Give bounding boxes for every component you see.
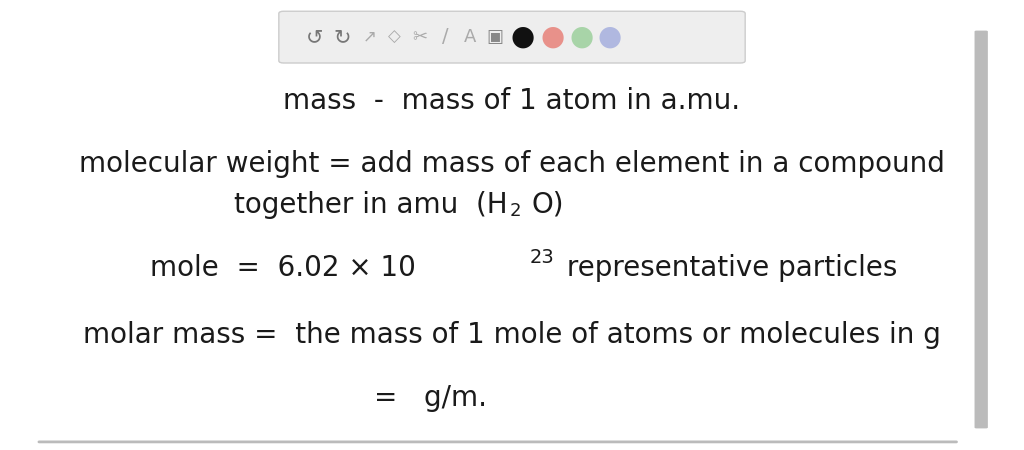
Text: ◇: ◇ (388, 28, 400, 46)
Text: ●: ● (510, 23, 535, 51)
Text: ↗: ↗ (362, 28, 376, 46)
FancyBboxPatch shape (279, 11, 745, 63)
Text: =   g/m.: = g/m. (374, 384, 487, 412)
Text: 23: 23 (530, 248, 555, 267)
Text: ✂: ✂ (412, 28, 427, 46)
Text: molar mass =  the mass of 1 mole of atoms or molecules in g: molar mass = the mass of 1 mole of atoms… (83, 321, 941, 349)
Text: A: A (464, 28, 476, 46)
Text: ↺: ↺ (306, 27, 324, 47)
Text: ●: ● (541, 23, 565, 51)
Text: mass  -  mass of 1 atom in a.mu.: mass - mass of 1 atom in a.mu. (284, 87, 740, 115)
Text: molecular weight = add mass of each element in a compound: molecular weight = add mass of each elem… (79, 150, 945, 178)
FancyBboxPatch shape (975, 31, 988, 428)
Text: /: / (442, 27, 449, 46)
Text: ▣: ▣ (486, 28, 504, 46)
Text: representative particles: representative particles (558, 254, 897, 282)
Text: 2: 2 (510, 202, 521, 220)
Text: O): O) (531, 191, 563, 219)
Text: together in amu  (H: together in amu (H (233, 191, 507, 219)
Text: ↻: ↻ (334, 27, 351, 47)
Text: mole  =  6.02 × 10: mole = 6.02 × 10 (151, 254, 416, 282)
Text: ●: ● (598, 23, 623, 51)
Text: ●: ● (569, 23, 594, 51)
